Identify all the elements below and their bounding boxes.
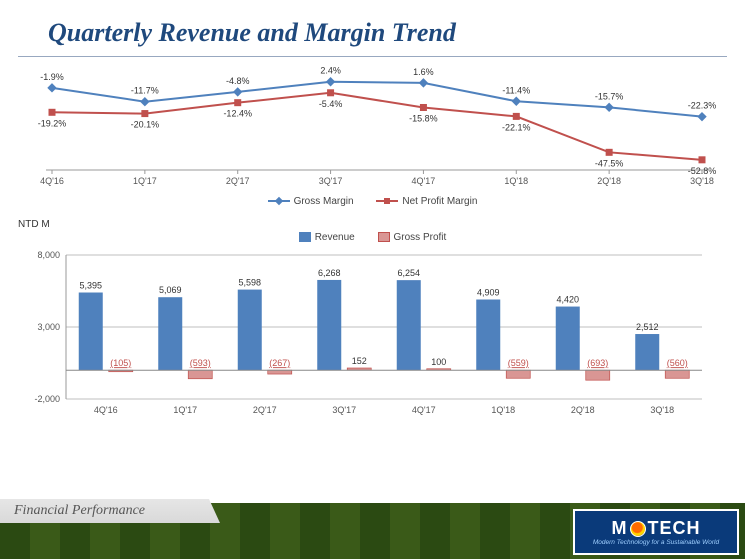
legend-gross-margin: Gross Margin bbox=[268, 196, 354, 207]
svg-text:-5.4%: -5.4% bbox=[319, 99, 343, 109]
svg-text:-22.1%: -22.1% bbox=[502, 122, 531, 132]
svg-text:2Q'17: 2Q'17 bbox=[226, 176, 250, 186]
svg-text:-11.4%: -11.4% bbox=[502, 85, 530, 95]
revenue-bar-chart: -2,000 3,000 8,000 4Q'16 1Q'17 2Q'17 3Q'17 4Q'1… bbox=[18, 249, 718, 419]
svg-text:4,909: 4,909 bbox=[477, 288, 500, 298]
svg-text:(559): (559) bbox=[508, 358, 529, 368]
legend-net-profit: Net Profit Margin bbox=[376, 196, 477, 207]
bar-chart-region: NTD M Revenue Gross Profit -2,000 3,000 8,… bbox=[18, 219, 727, 420]
svg-text:2Q'18: 2Q'18 bbox=[597, 176, 621, 186]
svg-text:(693): (693) bbox=[587, 358, 608, 368]
svg-text:4,420: 4,420 bbox=[556, 295, 579, 305]
svg-text:152: 152 bbox=[352, 356, 367, 366]
svg-text:6,254: 6,254 bbox=[397, 268, 420, 278]
svg-text:1Q'18: 1Q'18 bbox=[491, 405, 515, 415]
legend-gross-profit: Gross Profit bbox=[378, 232, 447, 243]
line-chart-legend: Gross Margin Net Profit Margin bbox=[18, 190, 727, 211]
logo-tagline: Modern Technology for a Sustainable Worl… bbox=[593, 539, 719, 546]
svg-text:-15.8%: -15.8% bbox=[409, 113, 438, 123]
svg-text:2.4%: 2.4% bbox=[320, 66, 341, 76]
bar-chart-legend: Revenue Gross Profit bbox=[18, 232, 727, 250]
svg-text:3Q'18: 3Q'18 bbox=[690, 176, 714, 186]
svg-text:5,069: 5,069 bbox=[159, 285, 182, 295]
svg-text:5,395: 5,395 bbox=[79, 281, 102, 291]
svg-text:-52.8%: -52.8% bbox=[688, 166, 717, 176]
svg-text:(593): (593) bbox=[190, 358, 211, 368]
legend-revenue: Revenue bbox=[299, 232, 355, 243]
svg-text:1Q'18: 1Q'18 bbox=[504, 176, 528, 186]
legend-label: Gross Profit bbox=[394, 232, 447, 243]
svg-text:1.6%: 1.6% bbox=[413, 67, 434, 77]
svg-text:3Q'17: 3Q'17 bbox=[332, 405, 356, 415]
legend-label: Gross Margin bbox=[294, 196, 354, 207]
svg-text:1Q'17: 1Q'17 bbox=[133, 176, 157, 186]
svg-text:100: 100 bbox=[431, 357, 446, 367]
company-logo: MTECH Modern Technology for a Sustainabl… bbox=[573, 509, 739, 555]
svg-text:4Q'17: 4Q'17 bbox=[412, 176, 436, 186]
svg-text:-12.4%: -12.4% bbox=[223, 109, 252, 119]
footer: Financial Performance MTECH Modern Techn… bbox=[0, 481, 745, 559]
svg-text:3Q'18: 3Q'18 bbox=[650, 405, 674, 415]
svg-text:4Q'16: 4Q'16 bbox=[40, 176, 64, 186]
svg-text:-11.7%: -11.7% bbox=[131, 86, 159, 96]
svg-text:-15.7%: -15.7% bbox=[595, 91, 624, 101]
page-title: Quarterly Revenue and Margin Trend bbox=[48, 18, 697, 48]
svg-text:4Q'17: 4Q'17 bbox=[412, 405, 436, 415]
svg-text:-22.3%: -22.3% bbox=[688, 101, 717, 111]
legend-label: Revenue bbox=[315, 232, 355, 243]
svg-text:5,598: 5,598 bbox=[238, 278, 261, 288]
svg-text:1Q'17: 1Q'17 bbox=[173, 405, 197, 415]
svg-text:2Q'18: 2Q'18 bbox=[571, 405, 595, 415]
title-bar: Quarterly Revenue and Margin Trend bbox=[18, 0, 727, 57]
logo-text: MTECH bbox=[612, 518, 701, 539]
svg-text:2Q'17: 2Q'17 bbox=[253, 405, 277, 415]
svg-text:-19.2%: -19.2% bbox=[38, 118, 67, 128]
svg-text:3,000: 3,000 bbox=[37, 322, 60, 332]
footer-section-label: Financial Performance bbox=[0, 499, 220, 523]
svg-text:-20.1%: -20.1% bbox=[131, 120, 160, 130]
logo-sun-icon bbox=[630, 521, 646, 537]
bar-y-title: NTD M bbox=[18, 219, 727, 230]
svg-text:(267): (267) bbox=[269, 358, 290, 368]
svg-text:(560): (560) bbox=[667, 358, 688, 368]
margin-line-chart: 4Q'16 1Q'17 2Q'17 3Q'17 4Q'17 1Q'18 2Q'18 3Q'18… bbox=[18, 65, 718, 190]
legend-label: Net Profit Margin bbox=[402, 196, 477, 207]
line-chart-region: 4Q'16 1Q'17 2Q'17 3Q'17 4Q'17 1Q'18 2Q'18 3Q'18… bbox=[18, 65, 727, 211]
svg-text:-1.9%: -1.9% bbox=[40, 72, 64, 82]
svg-text:-2,000: -2,000 bbox=[34, 394, 60, 404]
svg-text:2,512: 2,512 bbox=[636, 322, 659, 332]
svg-text:8,000: 8,000 bbox=[37, 250, 60, 260]
svg-text:(105): (105) bbox=[110, 358, 131, 368]
svg-text:6,268: 6,268 bbox=[318, 268, 341, 278]
svg-text:4Q'16: 4Q'16 bbox=[94, 405, 118, 415]
svg-text:-4.8%: -4.8% bbox=[226, 76, 250, 86]
svg-text:-47.5%: -47.5% bbox=[595, 158, 624, 168]
svg-text:3Q'17: 3Q'17 bbox=[319, 176, 343, 186]
